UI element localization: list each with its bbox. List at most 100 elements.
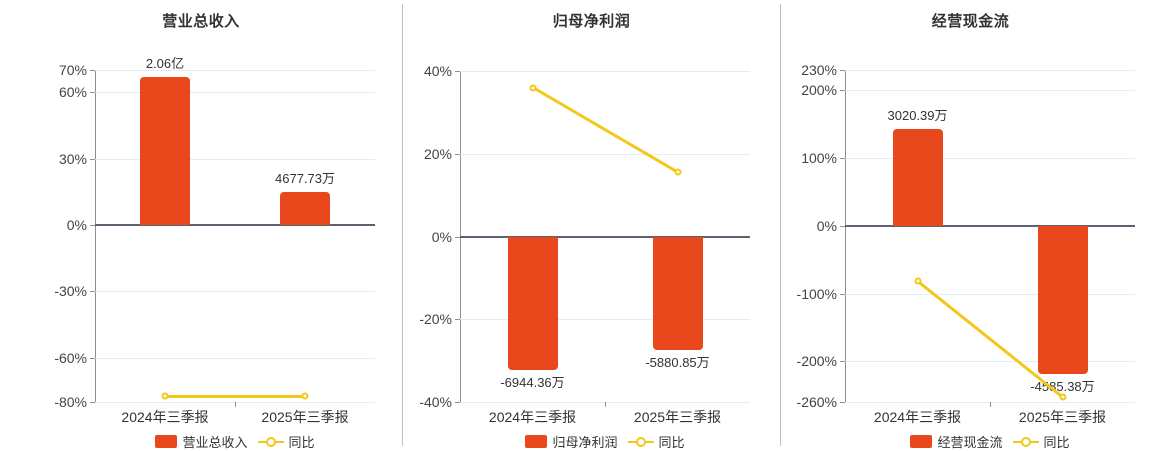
gridline bbox=[95, 70, 375, 71]
chart-title: 归母净利润 bbox=[552, 13, 631, 30]
legend-line-marker-icon bbox=[257, 436, 284, 448]
line-data-point[interactable] bbox=[529, 84, 536, 92]
legend-bar-swatch-icon bbox=[525, 435, 548, 448]
panel-divider bbox=[402, 4, 403, 446]
gridline bbox=[460, 71, 750, 72]
y-axis-tick-label: -60% bbox=[54, 349, 87, 366]
x-axis-category-label: 2024年三季报 bbox=[121, 409, 209, 425]
gridline bbox=[460, 319, 750, 321]
line-data-point[interactable] bbox=[161, 392, 169, 400]
x-axis-category-label: 2025年三季报 bbox=[633, 409, 722, 425]
y-axis-tick-label: -260% bbox=[796, 394, 837, 410]
legend-bar-swatch-icon bbox=[910, 435, 933, 448]
y-tick-mark bbox=[455, 71, 460, 72]
x-axis-category-label: 2025年三季报 bbox=[261, 409, 349, 425]
legend-item-line[interactable]: 同比 bbox=[257, 432, 315, 451]
y-tick-mark bbox=[840, 293, 845, 295]
gridline bbox=[845, 293, 1135, 295]
y-tick-mark bbox=[840, 90, 845, 92]
y-tick-mark bbox=[90, 224, 95, 226]
zero-axis-line bbox=[845, 224, 1135, 227]
bar[interactable] bbox=[652, 236, 703, 351]
y-tick-mark bbox=[455, 319, 460, 321]
legend-line-label: 同比 bbox=[658, 435, 685, 450]
line-data-point[interactable] bbox=[914, 277, 921, 285]
legend-line-marker-icon bbox=[1012, 436, 1039, 448]
legend-bar-label: 营业总收入 bbox=[182, 435, 248, 450]
y-axis-line bbox=[845, 70, 846, 402]
y-tick-mark bbox=[90, 70, 95, 71]
y-tick-mark bbox=[455, 153, 460, 155]
y-axis-tick-label: -100% bbox=[796, 285, 837, 302]
plot-area: 40% 20% 0% -20% -40% -6944.36万 -5880.85万 2024年三… bbox=[419, 64, 750, 450]
chart-legend: 营业总收入 同比 bbox=[95, 432, 375, 451]
y-axis-tick-label: 40% bbox=[423, 63, 452, 79]
y-axis-tick-label: 60% bbox=[58, 84, 87, 101]
legend-item-line[interactable]: 同比 bbox=[1012, 432, 1070, 451]
plot-area: 70% 60% 30% 0% -30% -60% -80% 2.06亿 4677.73万 2024… bbox=[54, 57, 375, 450]
y-axis-tick-label: 0% bbox=[431, 228, 452, 245]
gridline bbox=[845, 90, 1135, 92]
bar[interactable] bbox=[140, 76, 190, 225]
bar-value-label: -5880.85万 bbox=[645, 355, 710, 371]
line-data-point[interactable] bbox=[1059, 393, 1066, 401]
y-tick-mark bbox=[90, 402, 95, 403]
bar-value-label: 3020.39万 bbox=[887, 107, 948, 123]
gridline bbox=[95, 357, 375, 359]
gridline bbox=[845, 361, 1135, 363]
y-axis-tick-label: 20% bbox=[423, 145, 452, 162]
line-data-point[interactable] bbox=[301, 392, 309, 400]
legend-item-line[interactable]: 同比 bbox=[627, 432, 685, 451]
x-axis-category-label: 2024年三季报 bbox=[488, 409, 577, 425]
y-axis-tick-label: 0% bbox=[66, 216, 87, 233]
line-segment bbox=[531, 86, 679, 174]
bar[interactable] bbox=[892, 128, 943, 226]
chart-panel-operating-cash-flow: 经营现金流 230% 200% 100% 0% -100% -200% -260% 3020.… bbox=[781, 0, 1160, 450]
legend-item-bar[interactable]: 归母净利润 bbox=[525, 432, 618, 451]
y-tick-mark bbox=[90, 92, 95, 94]
y-tick-mark bbox=[840, 402, 845, 403]
x-axis-category-label: 2025年三季报 bbox=[1018, 409, 1107, 425]
y-axis-tick-label: 200% bbox=[801, 82, 837, 99]
legend-line-label: 同比 bbox=[1043, 435, 1070, 450]
y-tick-mark bbox=[840, 225, 845, 227]
y-tick-mark bbox=[90, 291, 95, 293]
y-axis-tick-label: -40% bbox=[419, 394, 452, 410]
gridline bbox=[95, 158, 375, 160]
y-axis-tick-label: 0% bbox=[816, 217, 837, 234]
chart-title: 经营现金流 bbox=[931, 13, 1010, 30]
legend-item-bar[interactable]: 营业总收入 bbox=[155, 432, 248, 451]
y-axis-tick-label: 100% bbox=[801, 150, 837, 167]
y-tick-mark bbox=[90, 158, 95, 160]
legend-bar-label: 归母净利润 bbox=[552, 435, 618, 450]
gridline bbox=[845, 70, 1135, 71]
line-data-point[interactable] bbox=[674, 168, 681, 176]
chart-panel-net-profit: 归母净利润 40% 20% 0% -20% -40% -6944.36万 -5880.85万… bbox=[403, 0, 780, 450]
bar[interactable] bbox=[1037, 225, 1088, 374]
legend-bar-swatch-icon bbox=[155, 435, 178, 448]
y-tick-mark bbox=[840, 70, 845, 71]
bar[interactable] bbox=[507, 236, 558, 370]
bar-value-label: -6944.36万 bbox=[500, 374, 565, 390]
y-tick-mark bbox=[90, 357, 95, 359]
bar[interactable] bbox=[280, 191, 330, 225]
line-segment bbox=[165, 394, 305, 398]
chart-legend: 经营现金流 同比 bbox=[845, 432, 1135, 451]
y-tick-mark bbox=[840, 158, 845, 160]
y-tick-mark bbox=[455, 402, 460, 403]
legend-item-bar[interactable]: 经营现金流 bbox=[910, 432, 1003, 451]
y-axis-tick-label: 230% bbox=[801, 62, 837, 78]
legend-line-marker-icon bbox=[627, 436, 654, 448]
y-axis-tick-label: -30% bbox=[54, 283, 87, 300]
legend-bar-label: 经营现金流 bbox=[937, 435, 1003, 450]
y-axis-tick-label: 30% bbox=[58, 150, 87, 167]
bar-value-label: 4677.73万 bbox=[275, 170, 335, 186]
y-axis-tick-label: -80% bbox=[54, 394, 87, 410]
chart-title: 营业总收入 bbox=[162, 13, 240, 30]
zero-axis-line bbox=[95, 223, 375, 226]
y-axis-tick-label: -200% bbox=[796, 353, 837, 370]
gridline bbox=[460, 153, 750, 155]
plot-area: 230% 200% 100% 0% -100% -200% -260% 3020.39万 -45… bbox=[797, 63, 1135, 450]
gridline bbox=[95, 92, 375, 94]
